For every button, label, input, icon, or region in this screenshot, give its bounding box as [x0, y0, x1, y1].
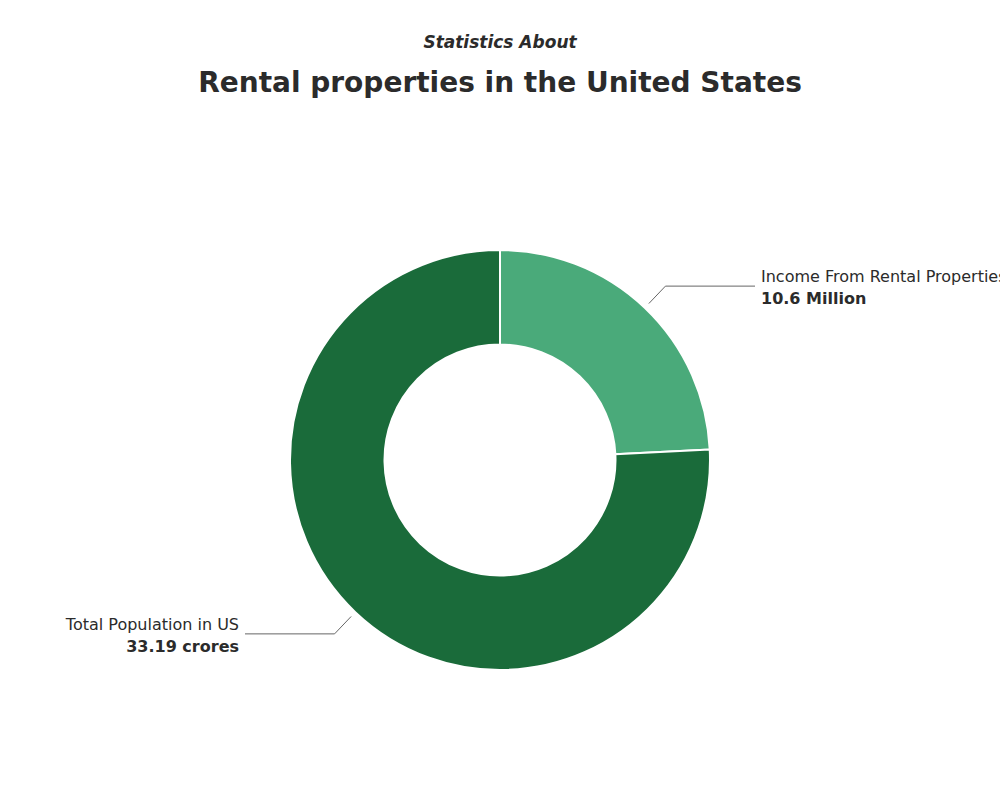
subtitle: Statistics About	[423, 32, 577, 52]
slice	[500, 250, 710, 454]
title: Rental properties in the United States	[198, 66, 802, 99]
page: {"chart_data": {"type": "donut", "subtit…	[0, 0, 1000, 800]
slice-label: Total Population in US	[65, 615, 239, 634]
leader-line	[245, 616, 351, 633]
slice-label: Income From Rental Properties	[761, 267, 1000, 286]
labels: Income From Rental Properties 10.6 Millio…	[65, 267, 1000, 656]
value-label: 33.19 crores	[126, 637, 239, 656]
value-label: 10.6 Million	[761, 289, 866, 308]
leader-line	[649, 286, 755, 303]
chart: Statistics About Rental properties in the…	[0, 0, 1000, 800]
slices	[290, 250, 710, 670]
slice	[290, 250, 710, 670]
